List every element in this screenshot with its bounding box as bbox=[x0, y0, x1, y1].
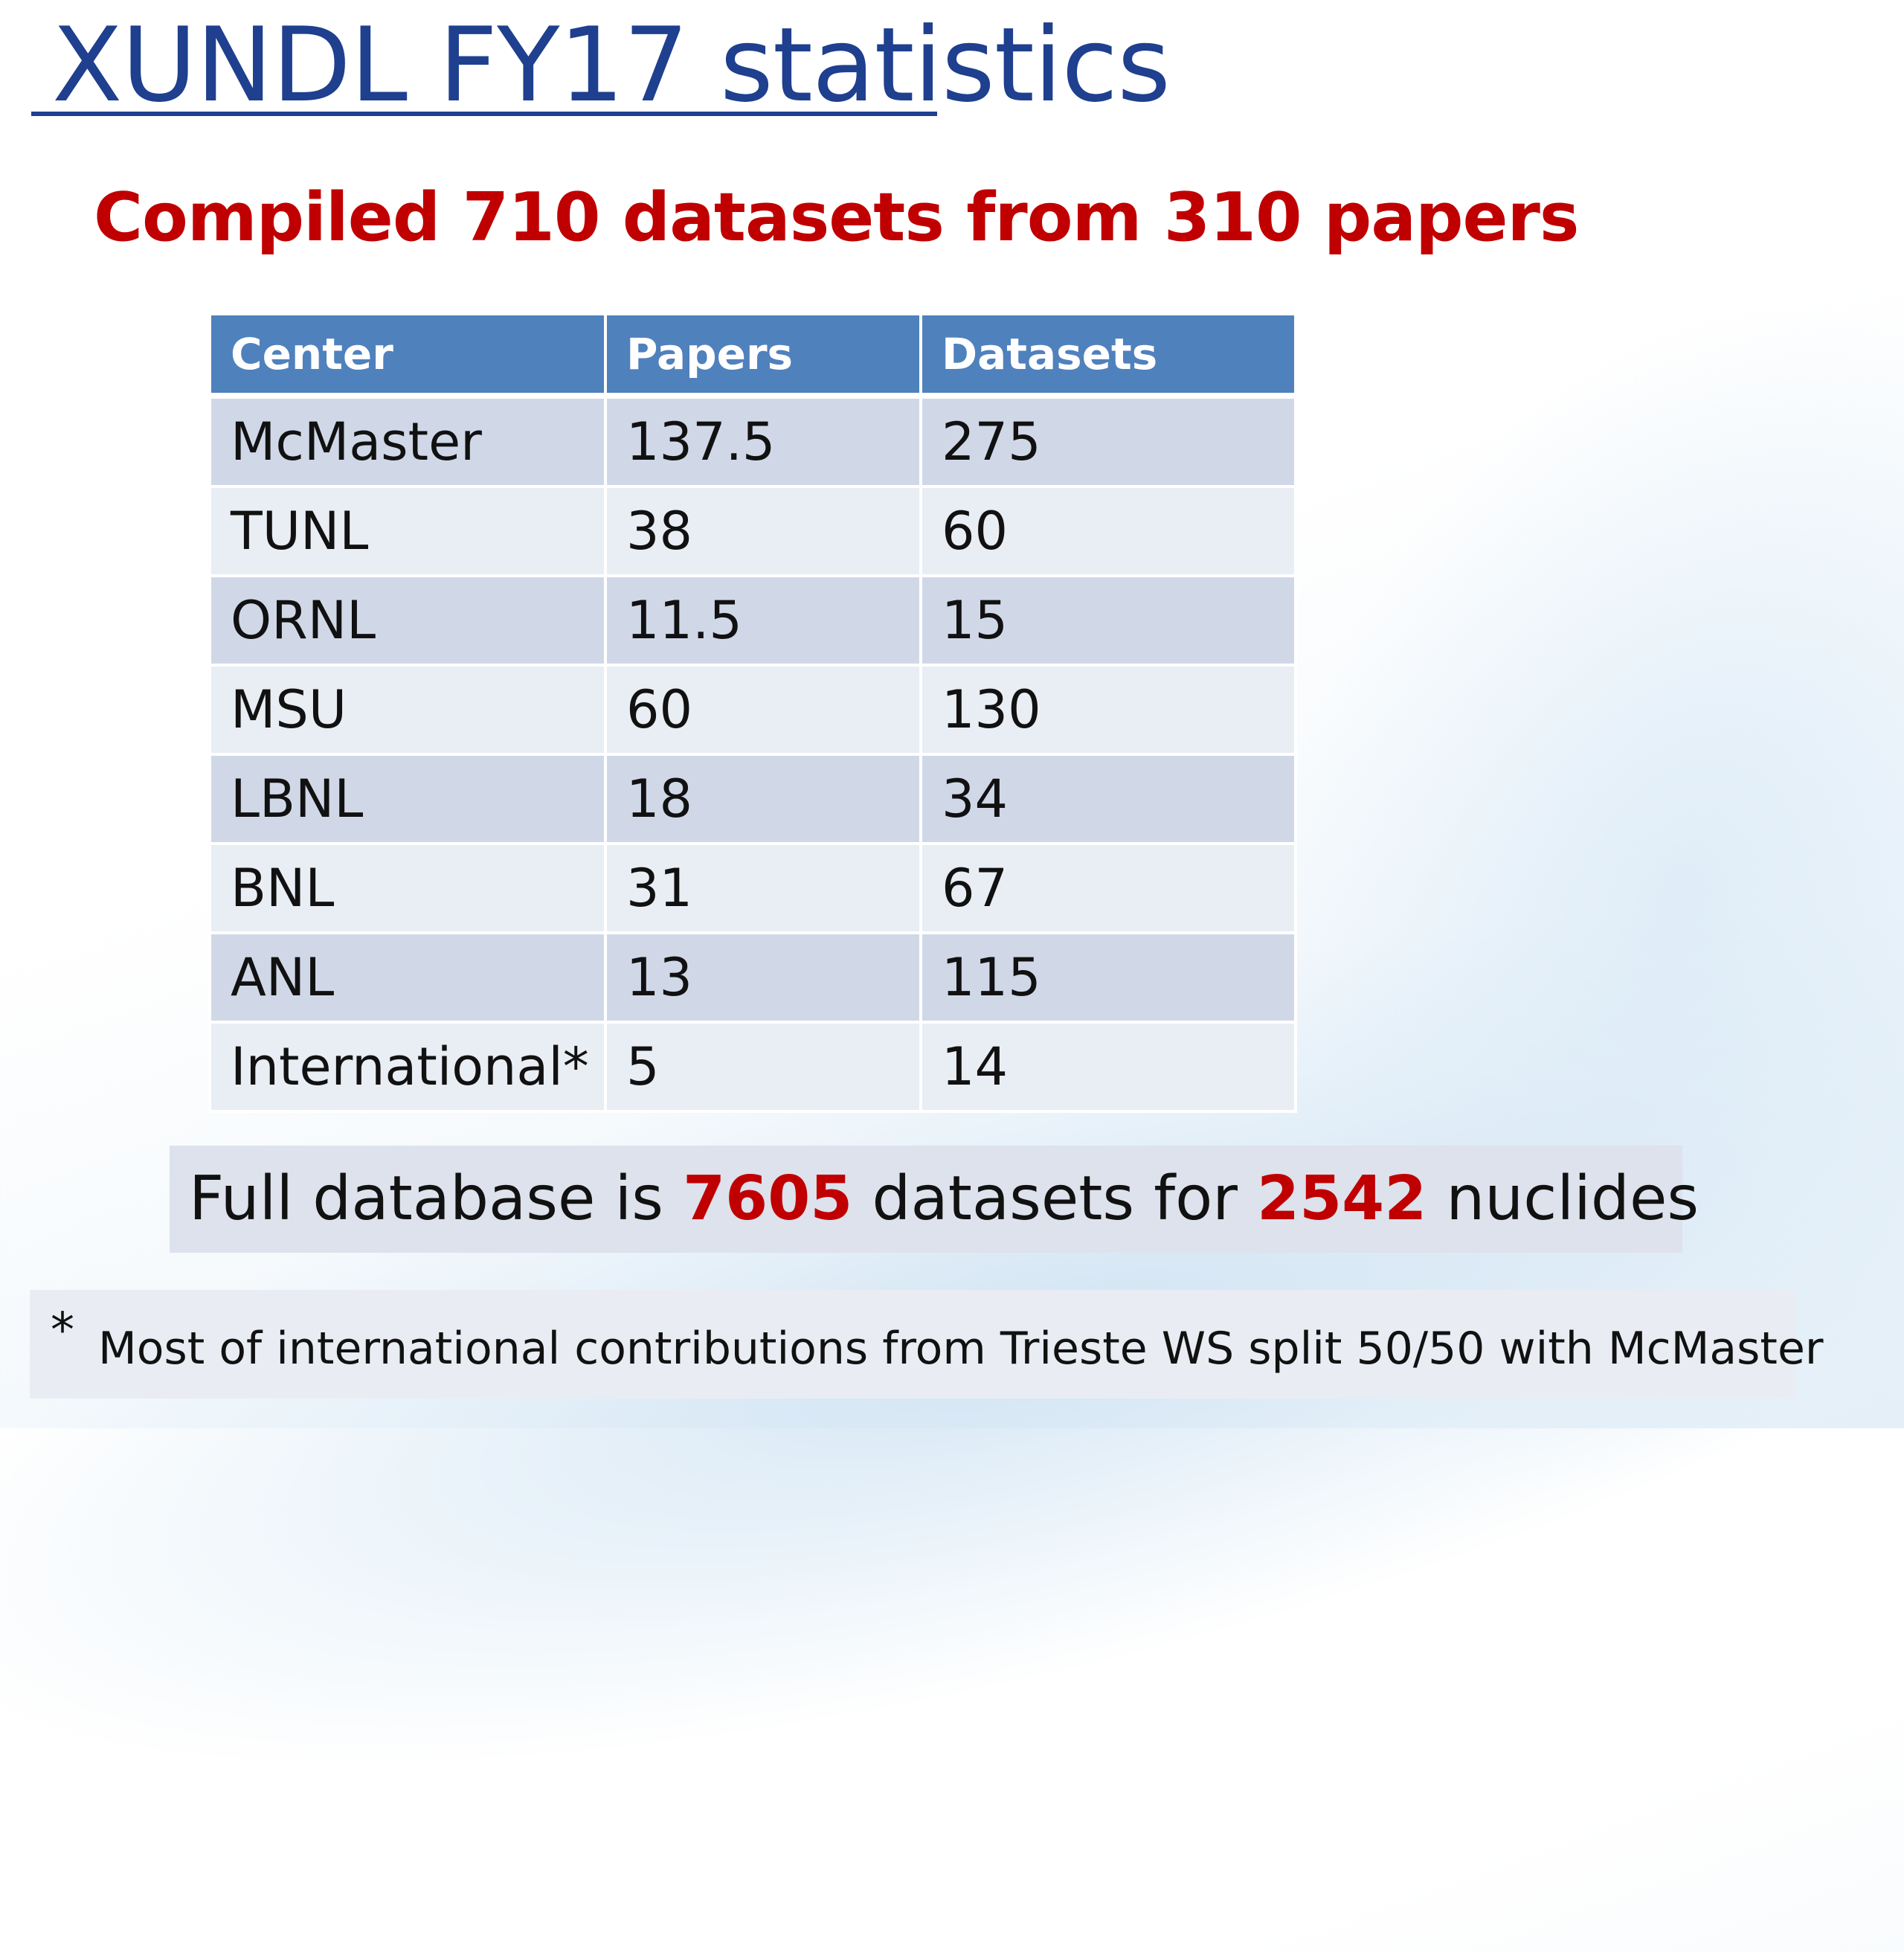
cell-papers: 5 bbox=[604, 1021, 922, 1113]
cell-datasets: 15 bbox=[919, 574, 1297, 667]
full-database-summary: Full database is 7605 datasets for 2542 … bbox=[170, 1146, 1699, 1253]
header-papers: Papers bbox=[604, 312, 922, 399]
cell-datasets: 130 bbox=[919, 664, 1297, 756]
cell-datasets: 67 bbox=[919, 842, 1297, 934]
cell-datasets: 60 bbox=[919, 485, 1297, 577]
header-center: Center bbox=[208, 312, 607, 399]
table-row: LBNL 18 34 bbox=[208, 753, 1297, 845]
datasets-total: 7605 bbox=[683, 1163, 853, 1234]
table-row: International* 5 14 bbox=[208, 1021, 1297, 1113]
cell-papers: 13 bbox=[604, 931, 922, 1024]
cell-center: ORNL bbox=[208, 574, 607, 667]
summary-middle: datasets for bbox=[852, 1163, 1258, 1234]
slide-subtitle: Compiled 710 datasets from 310 papers bbox=[94, 179, 1579, 257]
footnote-marker: * bbox=[51, 1303, 74, 1358]
cell-papers: 38 bbox=[604, 485, 922, 577]
cell-datasets: 14 bbox=[919, 1021, 1297, 1113]
cell-center: International* bbox=[208, 1021, 607, 1113]
title-underline bbox=[31, 112, 937, 116]
cell-papers: 31 bbox=[604, 842, 922, 934]
cell-datasets: 275 bbox=[919, 394, 1297, 488]
cell-papers: 60 bbox=[604, 664, 922, 756]
table-row: ORNL 11.5 15 bbox=[208, 574, 1297, 667]
slide-title: XUNDL FY17 statistics bbox=[52, 5, 1171, 125]
cell-datasets: 34 bbox=[919, 753, 1297, 845]
cell-center: LBNL bbox=[208, 753, 607, 845]
cell-center: MSU bbox=[208, 664, 607, 756]
cell-center: ANL bbox=[208, 931, 607, 1024]
nuclides-total: 2542 bbox=[1257, 1163, 1427, 1234]
summary-prefix: Full database is bbox=[189, 1163, 684, 1234]
table-row: MSU 60 130 bbox=[208, 664, 1297, 756]
cell-center: McMaster bbox=[208, 394, 607, 488]
cell-datasets: 115 bbox=[919, 931, 1297, 1024]
footnote-text: Most of international contributions from… bbox=[98, 1323, 1824, 1375]
table-row: BNL 31 67 bbox=[208, 842, 1297, 934]
table-row: ANL 13 115 bbox=[208, 931, 1297, 1024]
table-row: TUNL 38 60 bbox=[208, 485, 1297, 577]
table-row: McMaster 137.5 275 bbox=[208, 394, 1297, 488]
table-header-row: Center Papers Datasets bbox=[208, 312, 1297, 399]
cell-center: BNL bbox=[208, 842, 607, 934]
cell-papers: 137.5 bbox=[604, 394, 922, 488]
cell-center: TUNL bbox=[208, 485, 607, 577]
statistics-table: Center Papers Datasets McMaster 137.5 27… bbox=[208, 312, 1297, 1113]
cell-papers: 18 bbox=[604, 753, 922, 845]
header-datasets: Datasets bbox=[919, 312, 1297, 399]
cell-papers: 11.5 bbox=[604, 574, 922, 667]
footnote: * Most of international contributions fr… bbox=[30, 1290, 1824, 1399]
summary-suffix: nuclides bbox=[1427, 1163, 1699, 1234]
